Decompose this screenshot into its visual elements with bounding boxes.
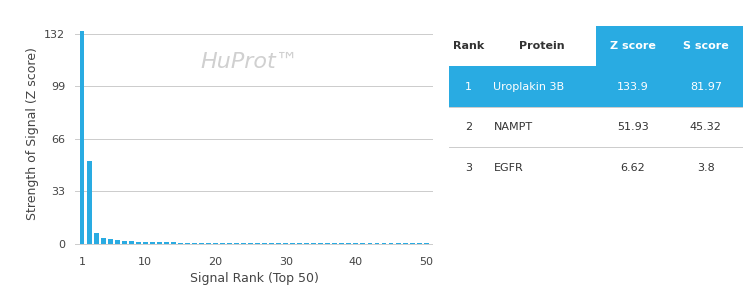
Bar <box>178 243 183 244</box>
Bar <box>199 243 204 244</box>
Bar <box>297 243 302 244</box>
Bar <box>142 242 148 244</box>
Bar <box>213 243 218 244</box>
Bar <box>395 243 400 244</box>
Bar <box>276 243 281 244</box>
Text: NAMPT: NAMPT <box>494 122 532 132</box>
Bar <box>388 243 394 244</box>
Bar <box>108 239 112 244</box>
Bar <box>206 243 211 244</box>
Bar <box>284 243 288 244</box>
Bar <box>171 242 176 244</box>
Bar <box>353 243 358 244</box>
Bar <box>94 233 98 244</box>
Bar <box>115 240 119 244</box>
Bar <box>150 242 154 244</box>
Bar <box>185 243 190 244</box>
Bar <box>248 243 253 244</box>
Text: EGFR: EGFR <box>494 163 524 173</box>
Text: 6.62: 6.62 <box>620 163 645 173</box>
Text: 81.97: 81.97 <box>690 82 722 92</box>
X-axis label: Signal Rank (Top 50): Signal Rank (Top 50) <box>190 272 319 285</box>
Text: 133.9: 133.9 <box>616 82 649 92</box>
Bar <box>255 243 260 244</box>
FancyBboxPatch shape <box>669 26 742 66</box>
FancyBboxPatch shape <box>596 26 669 66</box>
Text: 1: 1 <box>465 82 472 92</box>
Bar <box>311 243 316 244</box>
Text: 51.93: 51.93 <box>616 122 649 132</box>
Bar <box>269 243 274 244</box>
Bar <box>382 243 386 244</box>
Bar <box>220 243 225 244</box>
Bar <box>80 31 85 244</box>
Y-axis label: Strength of Signal (Z score): Strength of Signal (Z score) <box>26 48 38 220</box>
Text: 2: 2 <box>465 122 472 132</box>
Bar <box>241 243 246 244</box>
Text: HuProt™: HuProt™ <box>200 52 298 72</box>
Bar <box>136 242 141 244</box>
Text: S score: S score <box>683 41 729 51</box>
Bar <box>290 243 296 244</box>
Text: Z score: Z score <box>610 41 656 51</box>
Bar <box>340 243 344 244</box>
Bar <box>346 243 351 244</box>
Bar <box>326 243 330 244</box>
Bar <box>122 241 127 244</box>
Bar <box>157 242 162 244</box>
Bar <box>332 243 338 244</box>
Text: Protein: Protein <box>519 41 565 51</box>
Text: 45.32: 45.32 <box>690 122 722 132</box>
Text: 3: 3 <box>465 163 472 173</box>
Bar <box>164 242 169 244</box>
Bar <box>227 243 232 244</box>
Bar <box>192 243 196 244</box>
Bar <box>129 241 134 244</box>
Bar <box>100 238 106 244</box>
Text: 3.8: 3.8 <box>697 163 715 173</box>
Text: Uroplakin 3B: Uroplakin 3B <box>494 82 565 92</box>
Text: Rank: Rank <box>453 41 484 51</box>
Bar <box>262 243 267 244</box>
Bar <box>304 243 309 244</box>
Bar <box>374 243 380 244</box>
Bar <box>368 243 373 244</box>
Bar <box>86 161 92 244</box>
Bar <box>318 243 323 244</box>
Bar <box>361 243 365 244</box>
Bar <box>234 243 239 244</box>
FancyBboxPatch shape <box>449 66 742 107</box>
